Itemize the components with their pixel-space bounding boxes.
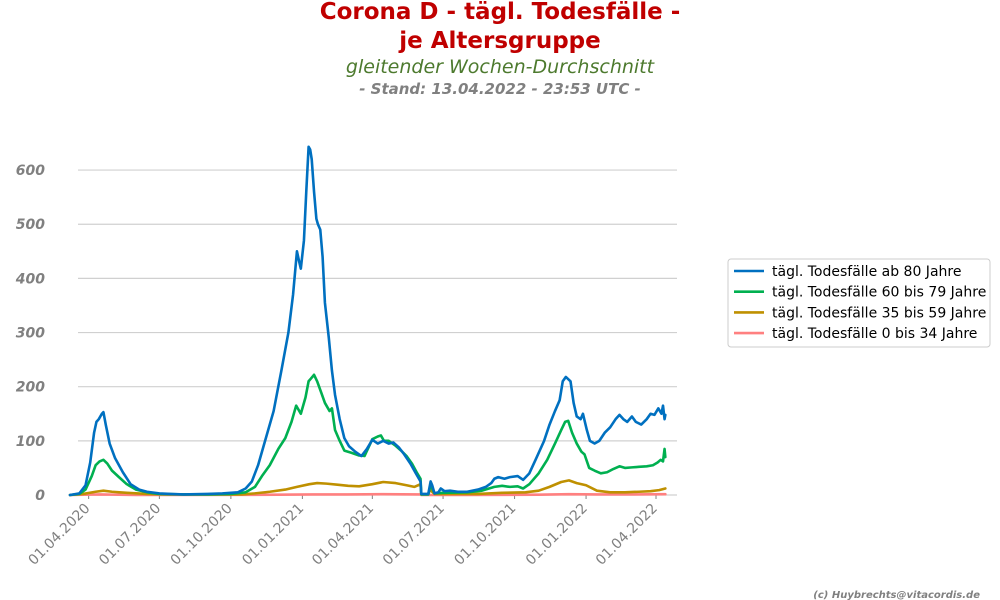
x-tick-label: 01.10.2021 <box>451 501 519 569</box>
x-tick-label: 01.04.2021 <box>309 501 377 569</box>
legend-label: tägl. Todesfälle ab 80 Jahre <box>772 264 961 280</box>
chart-subtitle: gleitender Wochen-Durchschnitt <box>346 56 656 78</box>
x-tick-label: 01.01.2021 <box>239 501 307 569</box>
chart-stand-date: - Stand: 13.04.2022 - 23:53 UTC - <box>359 80 641 98</box>
legend: tägl. Todesfälle ab 80 Jahre tägl. Todesf… <box>727 258 991 348</box>
y-tick-label: 500 <box>16 217 45 233</box>
x-tick-label: 01.10.2020 <box>168 501 236 569</box>
legend-items: tägl. Todesfälle ab 80 Jahre tägl. Todesf… <box>734 264 986 342</box>
credit-text: (c) Huybrechts@vitacordis.de <box>813 590 980 600</box>
legend-box <box>727 258 991 348</box>
x-tick-label: 01.04.2020 <box>25 501 93 569</box>
y-tick-label: 600 <box>16 163 45 179</box>
y-tick-label: 300 <box>16 326 45 342</box>
y-tick-label: 100 <box>16 434 45 450</box>
chart-title-line1: Corona D - tägl. Todesfälle - <box>320 0 681 25</box>
series-lines <box>68 145 667 497</box>
gridlines <box>70 169 677 496</box>
series-line-1 <box>68 145 667 497</box>
x-tick-label: 01.01.2022 <box>523 501 591 569</box>
y-tick-label: 200 <box>16 380 45 396</box>
series-line-2 <box>68 373 667 497</box>
y-tick-label: 0 <box>35 488 45 504</box>
y-tick-label: 400 <box>15 271 45 287</box>
x-tick-label: 01.07.2020 <box>96 501 164 569</box>
x-tick-label: 01.07.2021 <box>380 501 448 569</box>
legend-label: tägl. Todesfälle 60 bis 79 Jahre <box>772 285 986 301</box>
legend-label: tägl. Todesfälle 0 bis 34 Jahre <box>772 326 977 342</box>
x-axis-ticks: 01.04.2020 01.07.2020 01.10.2020 01.01.2021… <box>25 495 661 569</box>
legend-label: tägl. Todesfälle 35 bis 59 Jahre <box>772 305 986 321</box>
y-axis-ticks: 0 100 200 300 400 500 600 <box>15 163 45 504</box>
x-tick-label: 01.04.2022 <box>593 501 661 569</box>
chart-title-line2: je Altersgruppe <box>398 28 601 54</box>
